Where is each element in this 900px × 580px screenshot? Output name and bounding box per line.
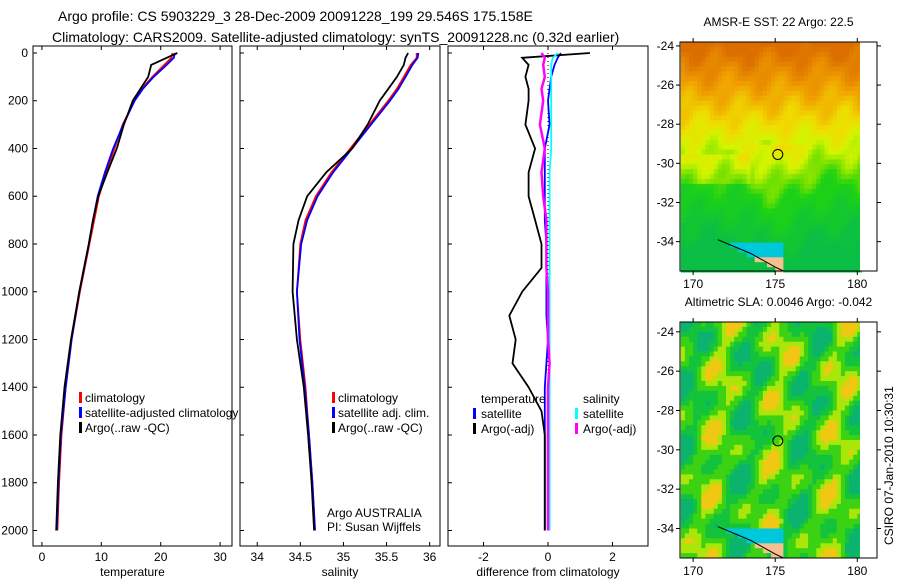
profile-panel-1: 0 10 20 30 temperature 0 200 400 600 800 1000 1200 1… xyxy=(1,45,238,579)
x-axis-label: temperature xyxy=(100,565,165,579)
lat-tick-label: -28 xyxy=(657,404,675,418)
x-tick-label: 36 xyxy=(423,550,437,564)
x-axis-label: difference from climatology xyxy=(476,565,619,579)
lon-tick-label: 180 xyxy=(847,277,867,291)
credit-text: CSIRO 07-Jan-2010 10:30:31 xyxy=(882,386,896,545)
series-line-argo-raw-qc- xyxy=(291,52,409,531)
lat-tick-label: -30 xyxy=(657,443,675,457)
lon-tick-label: 180 xyxy=(847,564,867,578)
legend-swatch xyxy=(575,408,578,419)
legend-swatch xyxy=(79,407,82,418)
coastline xyxy=(717,526,784,559)
legend-swatch xyxy=(575,423,578,434)
x-tick-label: 35.5 xyxy=(375,550,399,564)
map-title: Altimetric SLA: 0.0046 Argo: -0.042 xyxy=(685,295,873,309)
y-tick-label: 1800 xyxy=(1,476,28,490)
legend-swatch xyxy=(79,392,82,403)
legend-label: Argo(-adj) xyxy=(481,422,534,436)
annotation-text: Argo AUSTRALIA xyxy=(327,506,422,520)
lon-tick-label: 175 xyxy=(765,277,785,291)
series-line-argo-raw-qc- xyxy=(55,52,178,531)
y-tick-label: 2000 xyxy=(1,523,28,537)
x-tick-label: 34.5 xyxy=(289,550,313,564)
legend-label: Argo(..raw -QC) xyxy=(338,421,423,435)
lon-tick-label: 170 xyxy=(683,564,703,578)
annotation-text: PI: Susan Wijffels xyxy=(327,520,421,534)
y-tick-label: 0 xyxy=(21,46,28,60)
lon-tick-label: 175 xyxy=(765,564,785,578)
series-line-salinity-argo-adj- xyxy=(538,52,551,531)
x-tick-label: 10 xyxy=(95,550,109,564)
lat-tick-label: -32 xyxy=(657,482,675,496)
map-field xyxy=(680,322,862,559)
legend-label: satellite-adjusted climatology xyxy=(85,406,238,420)
map-field xyxy=(680,42,862,273)
argo-position-marker xyxy=(772,435,784,447)
lat-tick-label: -24 xyxy=(657,325,675,339)
coastline xyxy=(717,239,784,272)
profile-panel-2: 34 34.5 35 35.5 36 salinity climatologysatelli… xyxy=(239,45,441,579)
figure-title-line2: Climatology: CARS2009. Satellite-adjuste… xyxy=(52,29,619,45)
legend-label: satellite xyxy=(583,407,624,421)
map-frame xyxy=(679,321,878,559)
map-panel-1: AMSR-E SST: 22 Argo: 22.5 170 175 180 -24 -26… xyxy=(657,15,881,291)
legend-swatch xyxy=(473,423,476,434)
map-frame xyxy=(679,41,878,272)
lat-tick-label: -26 xyxy=(657,364,675,378)
legend-label: climatology xyxy=(85,391,145,405)
x-tick-label: 30 xyxy=(213,550,227,564)
x-tick-label: 35 xyxy=(337,550,351,564)
legend-heading: temperature xyxy=(481,392,546,406)
lat-tick-label: -32 xyxy=(657,195,675,209)
figure-title-line1: Argo profile: CS 5903229_3 28-Dec-2009 2… xyxy=(58,8,533,24)
y-tick-label: 1600 xyxy=(1,428,28,442)
legend-label: climatology xyxy=(338,391,398,405)
x-tick-label: 2 xyxy=(609,550,616,564)
lat-tick-label: -34 xyxy=(657,235,675,249)
y-tick-label: 1000 xyxy=(1,285,28,299)
lat-tick-label: -28 xyxy=(657,117,675,131)
lat-tick-label: -34 xyxy=(657,522,675,536)
y-tick-label: 1200 xyxy=(1,332,28,346)
axes-frame xyxy=(32,45,233,547)
series-line-climatology xyxy=(56,52,174,531)
argo-position-marker xyxy=(772,148,784,160)
x-tick-label: 0 xyxy=(39,550,46,564)
legend-label: satellite xyxy=(481,407,522,421)
y-tick-label: 600 xyxy=(8,189,28,203)
x-tick-label: 0 xyxy=(545,550,552,564)
legend-heading: salinity xyxy=(583,392,620,406)
legend-label: Argo(-adj) xyxy=(583,422,636,436)
legend-swatch xyxy=(473,408,476,419)
series-line-salinity-satellite xyxy=(548,52,559,531)
y-tick-label: 200 xyxy=(8,94,28,108)
series-line-satellite-adj-clim- xyxy=(295,52,420,531)
series-line-satellite-adjusted-climatology xyxy=(55,52,176,531)
axes-frame xyxy=(239,45,441,547)
x-tick-label: 20 xyxy=(154,550,168,564)
series-line-climatology xyxy=(295,53,418,531)
legend-label: satellite adj. clim. xyxy=(338,406,429,420)
series-line-temperature-argo-adj- xyxy=(508,52,590,531)
y-tick-label: 800 xyxy=(8,237,28,251)
legend-swatch xyxy=(332,407,335,418)
legend-swatch xyxy=(79,422,82,433)
x-axis-label: salinity xyxy=(322,565,359,579)
legend-swatch xyxy=(332,392,335,403)
legend-swatch xyxy=(332,422,335,433)
lon-tick-label: 170 xyxy=(683,277,703,291)
x-tick-label: -2 xyxy=(478,550,489,564)
map-title: AMSR-E SST: 22 Argo: 22.5 xyxy=(703,15,853,29)
map-panel-2: Altimetric SLA: 0.0046 Argo: -0.042 170 17… xyxy=(657,295,881,578)
lat-tick-label: -26 xyxy=(657,78,675,92)
y-tick-label: 1400 xyxy=(1,380,28,394)
x-tick-label: 34 xyxy=(251,550,265,564)
legend-label: Argo(..raw -QC) xyxy=(85,421,170,435)
y-tick-label: 400 xyxy=(8,141,28,155)
lat-tick-label: -30 xyxy=(657,156,675,170)
lat-tick-label: -24 xyxy=(657,39,675,53)
